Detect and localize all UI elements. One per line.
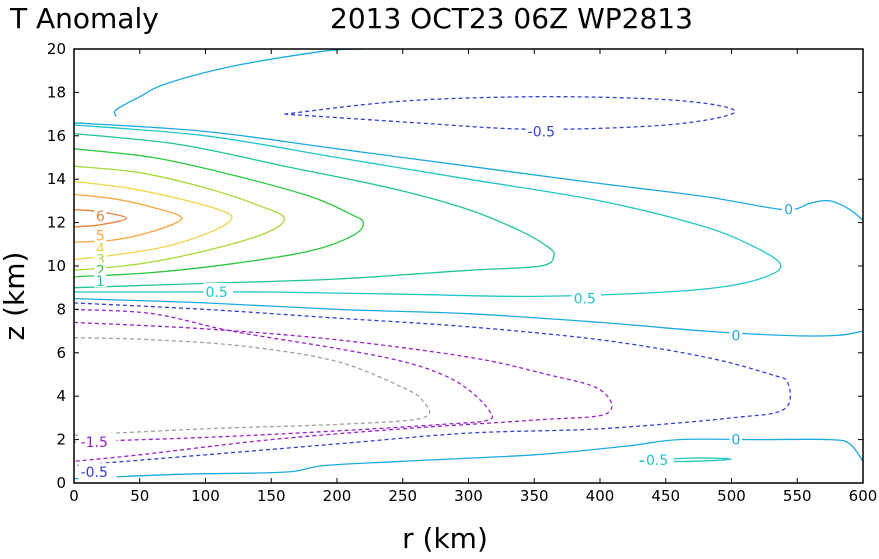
contour-label: -1.5 bbox=[81, 435, 108, 451]
x-tick-label: 450 bbox=[651, 487, 680, 505]
x-tick-label: 400 bbox=[586, 487, 615, 505]
plot-area-frame bbox=[73, 48, 864, 484]
contour-line-4 bbox=[73, 180, 233, 261]
value-label-bg bbox=[94, 273, 107, 288]
value-label-bg bbox=[94, 251, 107, 266]
contour-value-label: 3 bbox=[96, 252, 105, 268]
y-tick-label: 12 bbox=[47, 214, 66, 232]
x-tick-label: 550 bbox=[783, 487, 812, 505]
y-tick-label: 8 bbox=[56, 300, 66, 318]
contour-label: 0.5 bbox=[206, 285, 228, 301]
contour-value-label: 6 bbox=[96, 209, 105, 225]
y-tick-label: 4 bbox=[56, 387, 66, 405]
chart-title-right: 2013 OCT23 06Z WP2813 bbox=[330, 2, 693, 35]
contour-value-label: 2 bbox=[96, 263, 105, 279]
contour-value-label: 5 bbox=[96, 229, 105, 245]
x-tick-label: 600 bbox=[849, 487, 878, 505]
contour-line-1 bbox=[73, 132, 555, 289]
x-tick-label: 350 bbox=[520, 487, 549, 505]
contour-line-5 bbox=[73, 193, 183, 243]
contour-line-0.5 bbox=[73, 124, 782, 298]
contour-value-label: 1 bbox=[96, 274, 105, 290]
contour-line--0.5 bbox=[73, 302, 792, 467]
x-tick-label: 200 bbox=[323, 487, 352, 505]
contour-label-bg bbox=[782, 200, 795, 218]
contour-label: 0.5 bbox=[646, 453, 668, 469]
chart-title-left: T Anomaly bbox=[9, 2, 159, 35]
contour-line--2 bbox=[73, 336, 431, 436]
contour-value-label: 4 bbox=[96, 242, 105, 258]
contour-label: 0 bbox=[732, 433, 741, 449]
contour-line--1.5 bbox=[73, 308, 494, 443]
y-tick-label: 2 bbox=[56, 431, 66, 449]
contour-label: 0 bbox=[784, 203, 793, 219]
contour-label-bg bbox=[78, 432, 117, 450]
x-tick-label: 250 bbox=[388, 487, 417, 505]
contour-label-bg bbox=[571, 289, 602, 307]
axis-layer: 0 50 100 150 200 250 300 350 400 450 500 550 6000246… bbox=[47, 40, 877, 505]
contour-line-0 bbox=[73, 438, 864, 480]
contour-label-bg bbox=[78, 463, 117, 481]
y-tick-label: 10 bbox=[47, 257, 66, 275]
contour-line-0 bbox=[113, 48, 364, 117]
contour-line-6 bbox=[73, 208, 128, 228]
value-label-bg bbox=[94, 227, 107, 242]
x-tick-label: 300 bbox=[454, 487, 483, 505]
y-tick-label: 16 bbox=[47, 127, 66, 145]
contour-label-bg bbox=[203, 283, 233, 301]
x-tick-label: 150 bbox=[257, 487, 286, 505]
contour-label-bg bbox=[525, 122, 564, 140]
contour-label-bg bbox=[644, 451, 674, 469]
contour-line-3 bbox=[73, 165, 286, 271]
x-tick-label: 50 bbox=[130, 487, 149, 505]
value-label-bg bbox=[94, 240, 107, 255]
contour-line-0 bbox=[73, 297, 864, 337]
x-tick-label: 100 bbox=[191, 487, 220, 505]
contour-label-bg bbox=[729, 430, 742, 448]
x-axis-title: r (km) bbox=[402, 522, 488, 555]
x-tick-label: 0 bbox=[69, 487, 79, 505]
contour-line--0.5 bbox=[639, 457, 733, 463]
y-tick-label: 6 bbox=[56, 344, 66, 362]
value-label-bg bbox=[94, 262, 107, 277]
y-axis-title: z (km) bbox=[0, 252, 31, 341]
contour-line--1 bbox=[73, 321, 613, 462]
contour-label: -0.5 bbox=[528, 124, 555, 140]
y-tick-label: 14 bbox=[47, 170, 66, 188]
y-tick-label: 20 bbox=[47, 40, 66, 58]
y-tick-label: 0 bbox=[56, 474, 66, 492]
value-label-bg bbox=[94, 208, 107, 223]
y-tick-label: 18 bbox=[47, 83, 66, 101]
x-tick-label: 500 bbox=[717, 487, 746, 505]
contour-line--0.5 bbox=[284, 96, 736, 130]
contour-label: -0.5 bbox=[81, 465, 108, 481]
contour-label-bg bbox=[729, 326, 742, 344]
contour-label: 0.5 bbox=[574, 292, 596, 308]
contour-label: 0 bbox=[732, 328, 741, 344]
contour-line-0 bbox=[73, 122, 864, 221]
contour-line-2 bbox=[73, 148, 364, 278]
contour-layer bbox=[73, 48, 864, 480]
